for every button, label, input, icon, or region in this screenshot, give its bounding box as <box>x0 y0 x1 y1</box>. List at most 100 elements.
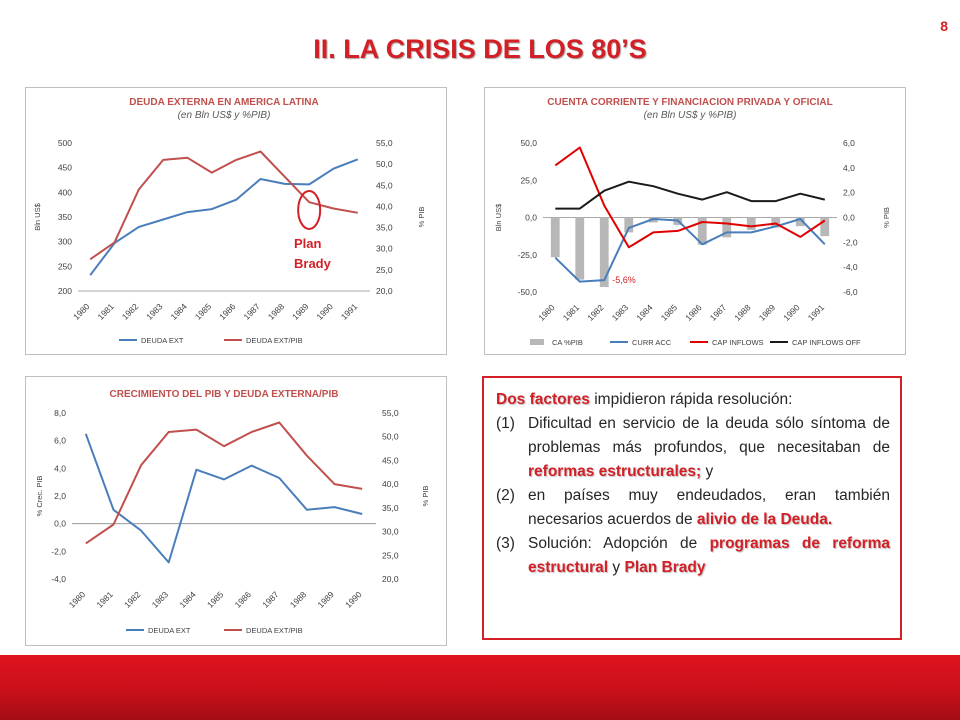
x-tick-label: 1986 <box>233 589 254 610</box>
y-tick-label: 350 <box>58 212 72 222</box>
chart-title: CRECIMIENTO DEL PIB Y DEUDA EXTERNA/PIB <box>110 389 339 400</box>
x-tick-label: 1989 <box>316 589 337 610</box>
bar <box>550 217 560 258</box>
chart-growth: CRECIMIENTO DEL PIB Y DEUDA EXTERNA/PIB -… <box>35 389 430 635</box>
plan-brady-annotation: Plan Brady <box>294 234 331 274</box>
series-line-cap-inflows-off <box>555 180 826 210</box>
footer-band <box>0 655 960 720</box>
y-tick-label: 200 <box>58 286 72 296</box>
x-tick-label: 1984 <box>634 302 655 323</box>
y2-tick-label: 35,0 <box>376 223 393 233</box>
factor-3-highlight: programas de reforma estructural <box>528 535 890 576</box>
y-tick-label: 4,0 <box>54 463 66 473</box>
x-tick-label: 1988 <box>732 302 753 323</box>
bar <box>771 217 781 228</box>
series-line-deuda-ext-pib <box>89 150 358 261</box>
x-tick-label: 1981 <box>561 302 582 323</box>
bar <box>624 217 634 233</box>
x-tick-label: 1982 <box>120 301 141 322</box>
y2-axis-label: % PIB <box>421 486 430 507</box>
intro-highlight: Dos factores <box>496 391 590 408</box>
y2-tick-label: 4,0 <box>843 163 855 173</box>
chart-panel-current-account: CUENTA CORRIENTE Y FINANCIACION PRIVADA … <box>484 87 906 355</box>
x-tick-label: 1987 <box>260 589 281 610</box>
series-line-cap-inflows <box>554 146 826 249</box>
y2-axis-label: % PIB <box>882 207 891 228</box>
bar <box>746 217 756 230</box>
chart-subtitle: (en Bln US$ y %PIB) <box>178 110 271 121</box>
y2-tick-label: 50,0 <box>382 432 399 442</box>
y2-tick-label: 30,0 <box>382 527 399 537</box>
min-value-annotation: -5,6% <box>612 275 636 285</box>
chart-panel-growth: CRECIMIENTO DEL PIB Y DEUDA EXTERNA/PIB -… <box>25 376 447 646</box>
y-tick-label: 2,0 <box>54 491 66 501</box>
intro-rest: impidieron rápida resolución: <box>589 391 793 408</box>
legend-label: CAP INFLOWS <box>712 338 764 347</box>
factors-text-box: Dos factores impidieron rápida resolució… <box>482 376 902 640</box>
x-tick-label: 1989 <box>757 302 778 323</box>
factor-body-3: Solución: Adopción de programas de refor… <box>528 532 890 580</box>
y2-tick-label: 45,0 <box>376 180 393 190</box>
x-tick-label: 1983 <box>150 589 171 610</box>
slide-title: II. LA CRISIS DE LOS 80’S <box>313 34 647 64</box>
x-tick-label: 1984 <box>177 589 198 610</box>
y-tick-label: 0,0 <box>525 213 537 223</box>
y-tick-label: -2,0 <box>51 546 66 556</box>
factor-body-1: Dificultad en servicio de la deuda sólo … <box>528 412 890 484</box>
factor-1-text: Dificultad en servicio de la deuda sólo … <box>528 415 890 456</box>
y-tick-label: 8,0 <box>54 408 66 418</box>
x-tick-label: 1988 <box>288 589 309 610</box>
y-axis-label: % Crec. PIB <box>35 476 44 517</box>
factor-1-tail: y <box>701 463 714 480</box>
y2-tick-label: 0,0 <box>843 213 855 223</box>
y2-tick-label: 6,0 <box>843 138 855 148</box>
y2-tick-label: 40,0 <box>376 201 393 211</box>
x-tick-label: 1981 <box>95 301 116 322</box>
y2-tick-label: 35,0 <box>382 503 399 513</box>
y-tick-label: -4,0 <box>51 574 66 584</box>
x-tick-label: 1990 <box>343 589 364 610</box>
y-tick-label: 300 <box>58 237 72 247</box>
x-tick-label: 1983 <box>144 301 165 322</box>
y2-tick-label: 50,0 <box>376 159 393 169</box>
x-tick-label: 1981 <box>94 589 115 610</box>
x-tick-label: 1991 <box>339 301 360 322</box>
bar <box>697 217 707 245</box>
y-tick-label: 500 <box>58 138 72 148</box>
legend-label: DEUDA EXT/PIB <box>246 336 303 345</box>
x-tick-label: 1991 <box>806 302 827 323</box>
y-tick-label: 0,0 <box>54 519 66 529</box>
y-axis-label: Bln US$ <box>494 203 503 231</box>
x-tick-label: 1985 <box>205 589 226 610</box>
legend-label: CAP INFLOWS OFF <box>792 338 861 347</box>
x-tick-label: 1984 <box>168 301 189 322</box>
bar <box>575 217 585 280</box>
factor-number-3: (3) <box>496 535 515 552</box>
y2-tick-label: 25,0 <box>376 265 393 275</box>
y2-tick-label: 20,0 <box>382 574 399 584</box>
factor-number-1: (1) <box>496 415 515 432</box>
chart-title: DEUDA EXTERNA EN AMERICA LATINA <box>129 97 318 108</box>
y2-tick-label: -6,0 <box>843 287 858 297</box>
x-tick-label: 1990 <box>314 301 335 322</box>
legend-label: DEUDA EXT/PIB <box>246 626 303 635</box>
legend-label: DEUDA EXT <box>141 336 184 345</box>
x-tick-label: 1986 <box>217 301 238 322</box>
bar <box>599 217 609 288</box>
x-tick-label: 1989 <box>290 301 311 322</box>
y-tick-label: 250 <box>58 261 72 271</box>
legend-label: CURR ACC <box>632 338 672 347</box>
factor-item-1: (1) Dificultad en servicio de la deuda s… <box>496 412 890 484</box>
y2-tick-label: 30,0 <box>376 244 393 254</box>
y2-tick-label: -4,0 <box>843 262 858 272</box>
y2-tick-label: 2,0 <box>843 188 855 198</box>
y-tick-label: 6,0 <box>54 436 66 446</box>
y-tick-label: -25,0 <box>518 250 538 260</box>
y-tick-label: 450 <box>58 163 72 173</box>
legend-label: DEUDA EXT <box>148 626 191 635</box>
y2-tick-label: 55,0 <box>376 138 393 148</box>
page-number: 8 <box>940 18 948 34</box>
factor-number-2: (2) <box>496 487 515 504</box>
chart-subtitle: (en Bln US$ y %PIB) <box>644 110 737 121</box>
x-tick-label: 1985 <box>659 302 680 323</box>
